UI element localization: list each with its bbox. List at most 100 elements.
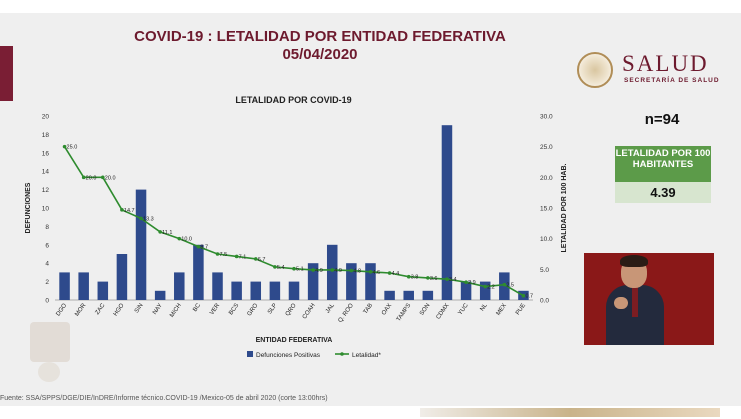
bar-nay: [154, 290, 166, 300]
lethality-data-label: 7.5: [220, 252, 228, 258]
x-tick-label: MOR: [74, 302, 87, 317]
lethality-data-label: 10.0: [181, 237, 192, 243]
lethality-data-label: 2.2: [487, 285, 495, 291]
chart-title: LETALIDAD POR COVID-19: [235, 95, 352, 105]
bar-slp: [269, 281, 281, 300]
y-tick-label: 8: [45, 224, 49, 231]
source-footnote: Fuente: SSA/SPPS/DGE/DIE/InDRE/Informe t…: [0, 395, 328, 402]
y-tick-label: 18: [42, 132, 50, 139]
lethality-point: [292, 266, 296, 271]
y-tick-label: 10: [42, 206, 50, 213]
x-tick-label: PUE: [515, 303, 527, 317]
bar-sin: [135, 189, 147, 300]
lethality-data-label: 4.9: [315, 268, 323, 274]
lethality-data-label: 3.4: [449, 277, 457, 283]
bar-yuc: [460, 281, 472, 300]
x-tick-label: SLP: [267, 303, 278, 316]
lethality-point: [483, 284, 488, 289]
x-tick-label: QRO: [285, 302, 298, 317]
interpreter-hair: [620, 255, 648, 267]
lethality-point: [253, 257, 258, 261]
x-tick-label: CDMX: [436, 303, 451, 321]
lethality-point: [445, 277, 449, 281]
chart-svg: 0 2 4 6 8 10 12 14 16 18 20 0.0 5.0 10.0 15.0 20.0 25.0 3…: [25, 114, 568, 360]
y2-axis-label: LETALIDAD POR 100 HAB.: [561, 163, 568, 252]
bar-zac: [97, 281, 109, 300]
y2-tick-label: 20.0: [540, 175, 553, 182]
x-tick-label: SIN: [134, 303, 145, 315]
lethality-point: [139, 216, 143, 221]
sign-language-interpreter-video: [584, 253, 714, 345]
lethality-data-label: 4.9: [334, 268, 342, 274]
lethality-point: [464, 280, 468, 285]
lethality-data-label: 13.3: [143, 216, 154, 222]
rate-label: LETALIDAD POR 100 HABITANTES: [615, 146, 711, 182]
lethality-point: [158, 230, 162, 234]
bar-ver: [212, 272, 223, 300]
y2-tick-label: 30.0: [540, 114, 553, 121]
national-seal-icon: [577, 52, 613, 88]
watermark-image: [30, 322, 70, 362]
bar-tamps: [403, 290, 414, 300]
bar-jal: [326, 244, 338, 300]
bar-bc: [193, 244, 204, 300]
bar-cdmx: [441, 125, 453, 300]
logo-name: SALUD: [622, 51, 709, 76]
lethality-point: [196, 244, 201, 249]
y-tick-label: 20: [42, 114, 50, 121]
lethality-data-label: 5.4: [277, 265, 285, 271]
logo-subtitle: SECRETARÍA DE SALUD: [624, 77, 720, 84]
lethality-point: [426, 276, 430, 280]
x-tick-label: MEX: [496, 303, 508, 317]
x-tick-label: MICH: [169, 303, 183, 319]
x-tick-label: VER: [209, 302, 221, 316]
bar-coah: [307, 263, 319, 300]
lethality-data-label: 25.0: [67, 145, 78, 151]
x-tick-label: YUC: [458, 302, 471, 316]
lethality-point: [330, 268, 335, 272]
y2-tick-label: 15.0: [540, 206, 553, 213]
lethality-point: [349, 268, 354, 273]
lethality-line: [63, 146, 524, 297]
bar-mor: [78, 272, 89, 300]
lethality-point: [273, 265, 277, 269]
lethality-point: [406, 274, 411, 279]
x-tick-label: NAY: [152, 303, 164, 316]
lethality-point: [101, 175, 105, 180]
lethality-point: [215, 252, 220, 256]
lethality-data-label: 4.4: [392, 271, 400, 277]
lethality-data-label: 6.7: [258, 257, 266, 263]
rate-value: 4.39: [615, 182, 711, 203]
lethality-data-label: 0.7: [525, 294, 533, 300]
x-axis-label: ENTIDAD FEDERATIVA: [256, 337, 333, 344]
lethality-data-label: 2.5: [506, 283, 514, 289]
page-date: 05/04/2020: [282, 46, 358, 63]
lethality-data-label: 3.8: [411, 275, 419, 281]
lethality-data-label: 14.7: [124, 208, 135, 214]
interpreter-tie: [632, 287, 638, 317]
legend-line-label: Letalidad*: [352, 352, 381, 359]
lethality-chart: LETALIDAD POR COVID-19 0 2 4 6 8 10 12 14 16 18 20…: [17, 90, 570, 362]
interpreter-hand: [614, 297, 628, 309]
y2-tick-label: 0.0: [540, 298, 549, 305]
lethality-data-label: 20.0: [86, 175, 97, 181]
lethality-data-label: 7.1: [239, 254, 247, 260]
y-axis-label: DEFUNCIONES: [25, 182, 32, 233]
lethality-point: [502, 282, 507, 287]
y-tick-label: 0: [45, 298, 49, 305]
x-tick-label: JAL: [325, 302, 336, 314]
y-tick-label: 12: [42, 187, 50, 194]
lethality-data-label: 3.6: [430, 276, 438, 282]
x-tick-label: COAH: [302, 303, 317, 321]
legend-bar-swatch: [247, 351, 253, 357]
bottom-decor: [420, 408, 720, 417]
x-tick-label: HGO: [113, 302, 126, 317]
y-tick-label: 6: [45, 242, 49, 249]
lethality-point: [177, 236, 182, 241]
x-tick-label: TAB: [363, 303, 374, 316]
bar-tab: [365, 263, 376, 300]
bar-qroo: [346, 263, 357, 300]
y-tick-label: 14: [42, 169, 50, 176]
bar-nl: [479, 281, 491, 300]
lethality-data-label: 4.6: [372, 270, 380, 276]
